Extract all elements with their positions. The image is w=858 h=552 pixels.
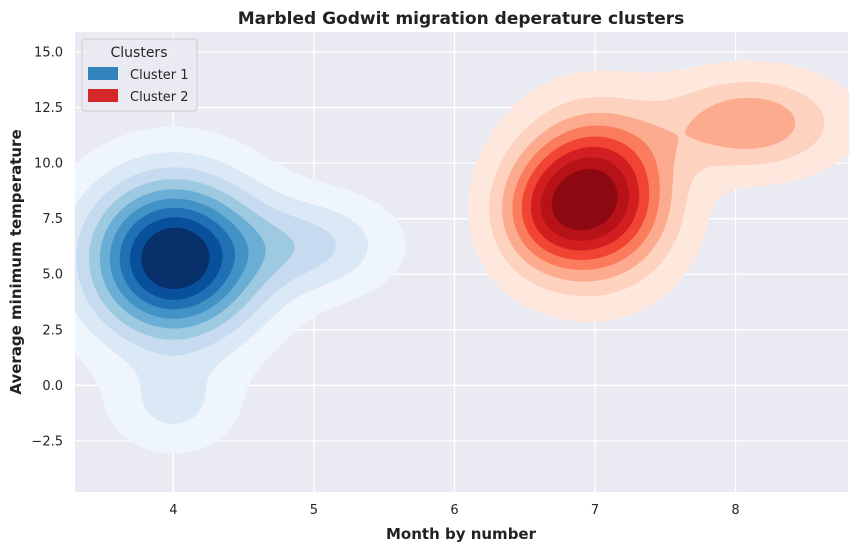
- x-tick-label: 4: [169, 503, 177, 518]
- contour-level-2-8: [551, 168, 618, 231]
- contour-series-2: [467, 60, 850, 323]
- y-tick-label: 7.5: [42, 212, 63, 227]
- y-axis-label: Average minimum temperature: [7, 129, 25, 394]
- x-tick-label: 8: [731, 503, 739, 518]
- y-tick-label: 10.0: [34, 157, 63, 172]
- density-contours: [74, 60, 850, 454]
- contour-series-1: [74, 126, 406, 454]
- legend-label-cluster-1: Cluster 1: [130, 68, 189, 83]
- legend-title: Clusters: [111, 45, 168, 61]
- x-tick-label: 7: [591, 503, 599, 518]
- y-axis-ticks: −2.5 0.0 2.5 5.0 7.5 10.0 12.5 15.0: [31, 46, 63, 450]
- y-tick-label: 12.5: [34, 101, 63, 116]
- y-tick-label: 15.0: [34, 46, 63, 61]
- legend-swatch-cluster-1: [88, 67, 118, 80]
- x-tick-label: 5: [310, 503, 318, 518]
- x-axis-ticks: 4 5 6 7 8: [169, 503, 739, 518]
- y-tick-label: 5.0: [42, 268, 63, 283]
- x-axis-label: Month by number: [386, 525, 537, 543]
- y-tick-label: −2.5: [31, 434, 63, 449]
- y-tick-label: 2.5: [42, 323, 63, 338]
- chart-title: Marbled Godwit migration deperature clus…: [238, 9, 685, 29]
- y-tick-label: 0.0: [42, 379, 63, 394]
- legend-label-cluster-2: Cluster 2: [130, 90, 189, 105]
- legend: Clusters Cluster 1 Cluster 2: [81, 38, 198, 112]
- contour-level-1-9: [141, 227, 210, 290]
- x-tick-label: 6: [450, 503, 458, 518]
- legend-swatch-cluster-2: [88, 89, 118, 102]
